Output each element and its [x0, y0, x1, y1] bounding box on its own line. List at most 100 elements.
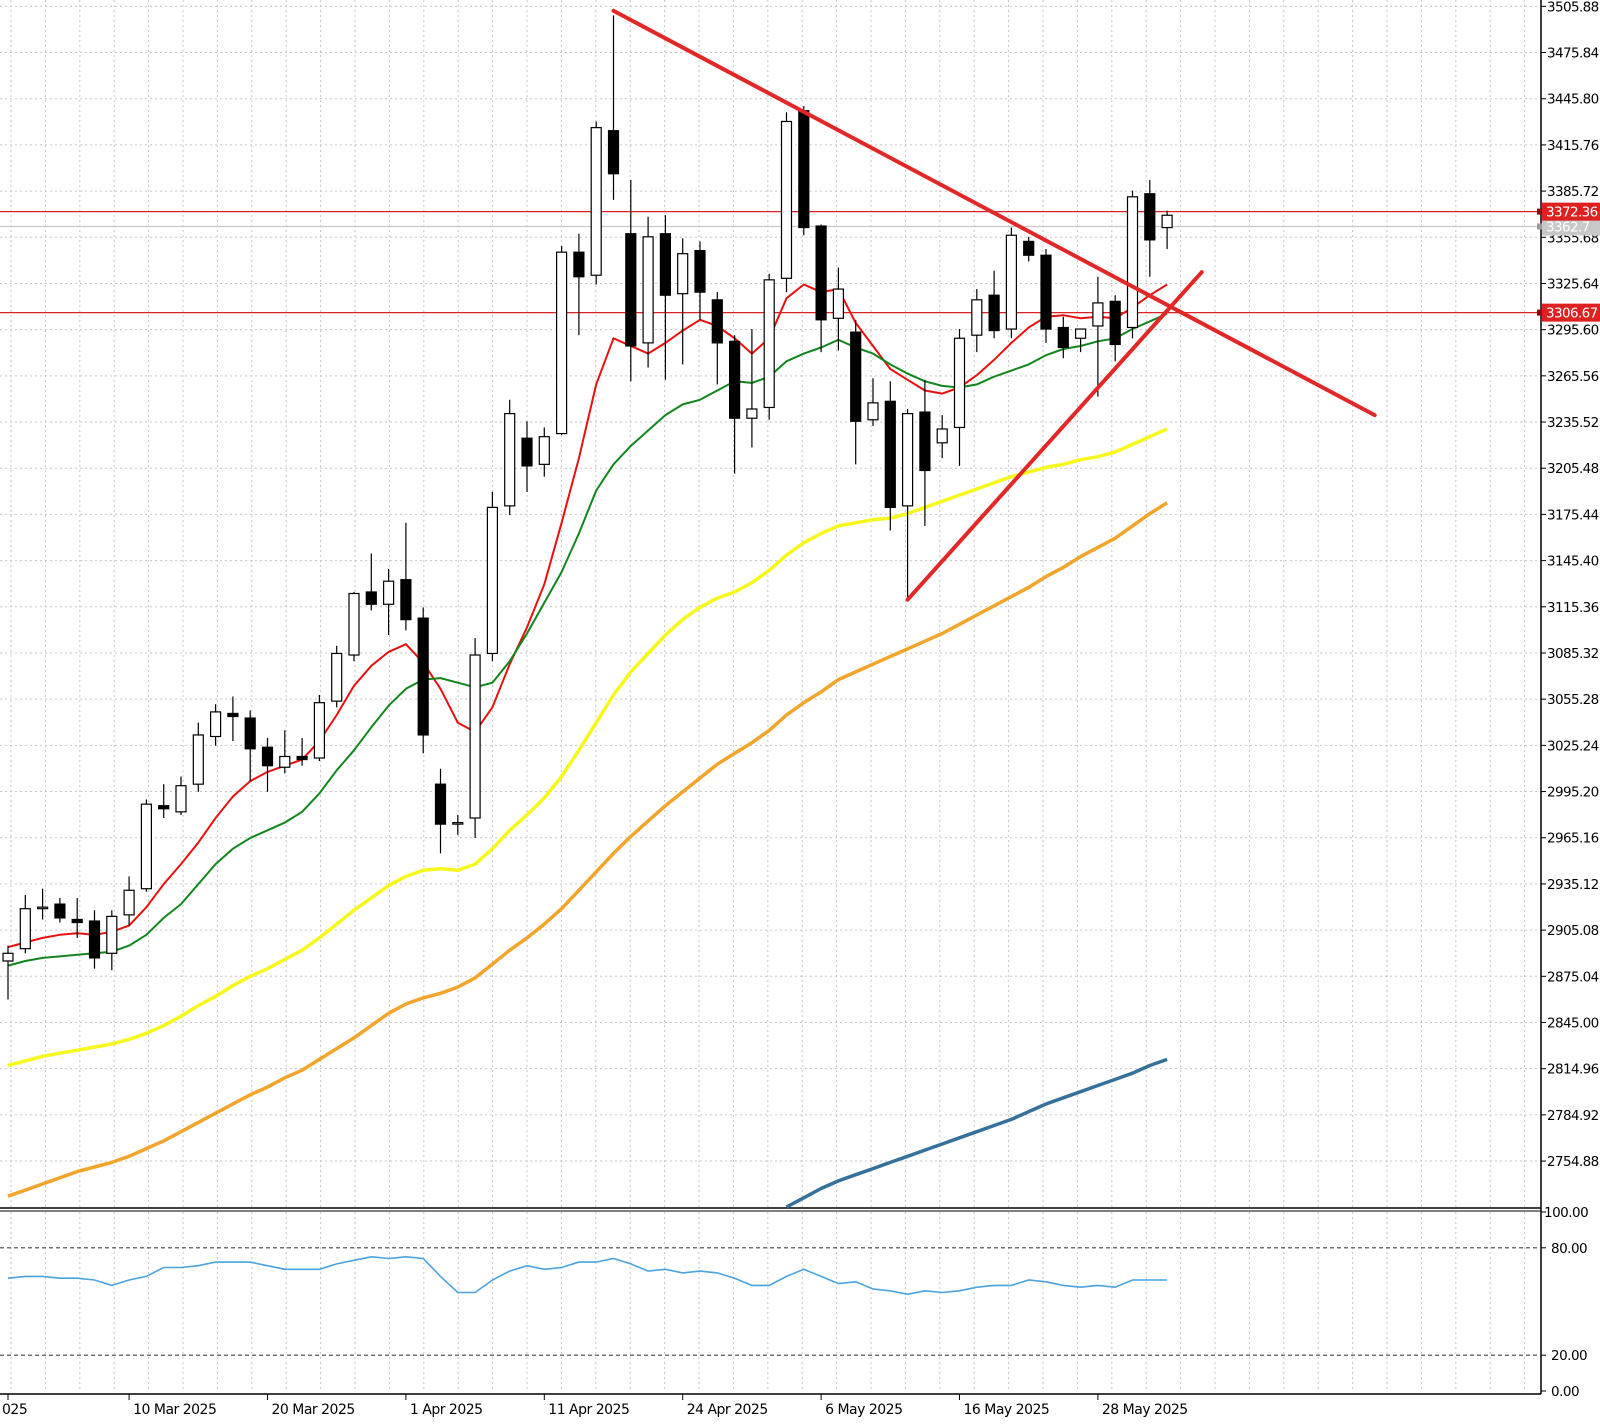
candle-body	[123, 889, 135, 916]
candle-body	[677, 253, 689, 295]
candle-body	[746, 408, 758, 419]
candle-body	[158, 805, 170, 810]
candle-body	[313, 702, 325, 759]
price-axis-label: 2814.96	[1547, 1062, 1599, 1078]
price-level-marker	[1537, 223, 1542, 230]
candle-body	[88, 920, 101, 959]
oscillator-axis-label: 100.00	[1544, 1205, 1588, 1221]
price-level-tag-label: 3362.7	[1546, 219, 1590, 235]
candle-body	[469, 654, 481, 819]
candle-body	[2, 952, 14, 962]
moving-average-line-2	[7, 312, 1168, 967]
candle-body	[901, 413, 914, 507]
candle-body	[192, 734, 204, 785]
candle-body	[19, 908, 31, 950]
candle-body	[417, 617, 429, 736]
candle-body	[1126, 196, 1139, 329]
candle-body	[1074, 328, 1087, 339]
time-axis-label: 11 Apr 2025	[548, 1402, 629, 1418]
price-level-tag	[1542, 217, 1600, 236]
price-axis-label: 2784.92	[1547, 1108, 1599, 1124]
price-axis-label: 3205.48	[1547, 461, 1599, 477]
candle-body	[642, 236, 654, 344]
price-level-tag-label: 3372.36	[1546, 205, 1598, 221]
candle-body	[971, 299, 983, 336]
oscillator-line	[7, 1255, 1168, 1296]
candle-body	[140, 803, 152, 890]
time-axis-label: 6 May 2025	[825, 1402, 902, 1418]
price-axis-label: 3055.28	[1547, 692, 1599, 708]
time-axis-label: 16 May 2025	[964, 1402, 1050, 1418]
candle-body	[434, 783, 447, 825]
price-axis-label: 2754.88	[1547, 1154, 1599, 1170]
candle-body	[71, 918, 83, 924]
candle-body	[244, 717, 256, 750]
price-axis-label: 2875.04	[1547, 969, 1599, 985]
candle-body	[504, 413, 516, 507]
candles	[2, 15, 1173, 1000]
time-axis-label: 20 Mar 2025	[272, 1402, 355, 1418]
candle-body	[555, 251, 568, 435]
oscillator-axis-label: 20.00	[1551, 1348, 1587, 1364]
candle-body	[54, 903, 66, 919]
candle-body	[573, 251, 585, 278]
time-axis-label: 025	[2, 1402, 27, 1418]
candle-body	[850, 331, 862, 422]
price-axis-label: 3295.60	[1547, 323, 1599, 339]
candle-body	[694, 250, 706, 293]
candle-body	[780, 120, 793, 279]
price-axis-label: 2935.12	[1547, 877, 1599, 893]
price-level-tag	[1542, 202, 1600, 221]
time-axis-label: 10 Mar 2025	[133, 1402, 216, 1418]
candle-body	[763, 279, 775, 409]
candle-body	[365, 591, 377, 605]
price-axis-label: 3445.80	[1547, 92, 1599, 108]
oscillator-axis-label: 80.00	[1551, 1241, 1587, 1257]
candle-body	[1040, 254, 1052, 330]
price-axis-label: 3115.36	[1547, 600, 1599, 616]
price-level-marker	[1537, 309, 1542, 316]
moving-average-line-1	[7, 283, 1168, 949]
price-axis-label: 3175.44	[1547, 507, 1599, 523]
candle-body	[210, 711, 222, 738]
candle-body	[659, 233, 672, 296]
candle-body	[279, 755, 291, 768]
price-axis-label: 2965.16	[1547, 831, 1599, 847]
candle-body	[36, 906, 49, 910]
candle-body	[728, 340, 741, 419]
price-axis-label: 3325.64	[1547, 276, 1599, 292]
price-axis-label: 3505.88	[1547, 0, 1599, 15]
candle-body	[815, 225, 827, 321]
candle-body	[832, 288, 845, 319]
candle-body	[1161, 214, 1173, 229]
candle-body	[607, 130, 620, 175]
candle-body	[884, 400, 896, 509]
price-axis-label: 2995.20	[1547, 785, 1599, 801]
candle-body	[1057, 326, 1069, 349]
price-level-tag	[1542, 303, 1600, 322]
moving-average-line-5	[785, 1057, 1168, 1209]
time-axis: 025 10 Mar 2025 20 Mar 2025 1 Apr 2025 11 Ap…	[2, 1394, 1188, 1418]
candle-body	[1144, 193, 1156, 241]
candle-body	[590, 127, 602, 276]
candle-body	[538, 436, 550, 465]
candle-body	[227, 712, 239, 718]
candle-body	[383, 580, 395, 605]
price-axis-label: 3235.52	[1547, 415, 1599, 431]
price-axis-label: 2845.00	[1547, 1015, 1599, 1031]
candle-body	[348, 592, 360, 656]
price-axis-label: 3085.32	[1547, 646, 1599, 662]
price-axis-label: 3385.72	[1547, 184, 1599, 200]
candle-body	[919, 411, 931, 472]
price-axis-label: 3475.84	[1547, 46, 1599, 62]
candle-body	[296, 755, 308, 761]
candle-body	[988, 294, 1000, 332]
price-axis-label: 3145.40	[1547, 554, 1599, 570]
time-axis-label: 28 May 2025	[1102, 1402, 1188, 1418]
candle-body	[106, 915, 118, 954]
price-axis-label: 2905.08	[1547, 923, 1599, 939]
price-axis-label: 3025.24	[1547, 738, 1599, 754]
candle-body	[798, 110, 810, 229]
